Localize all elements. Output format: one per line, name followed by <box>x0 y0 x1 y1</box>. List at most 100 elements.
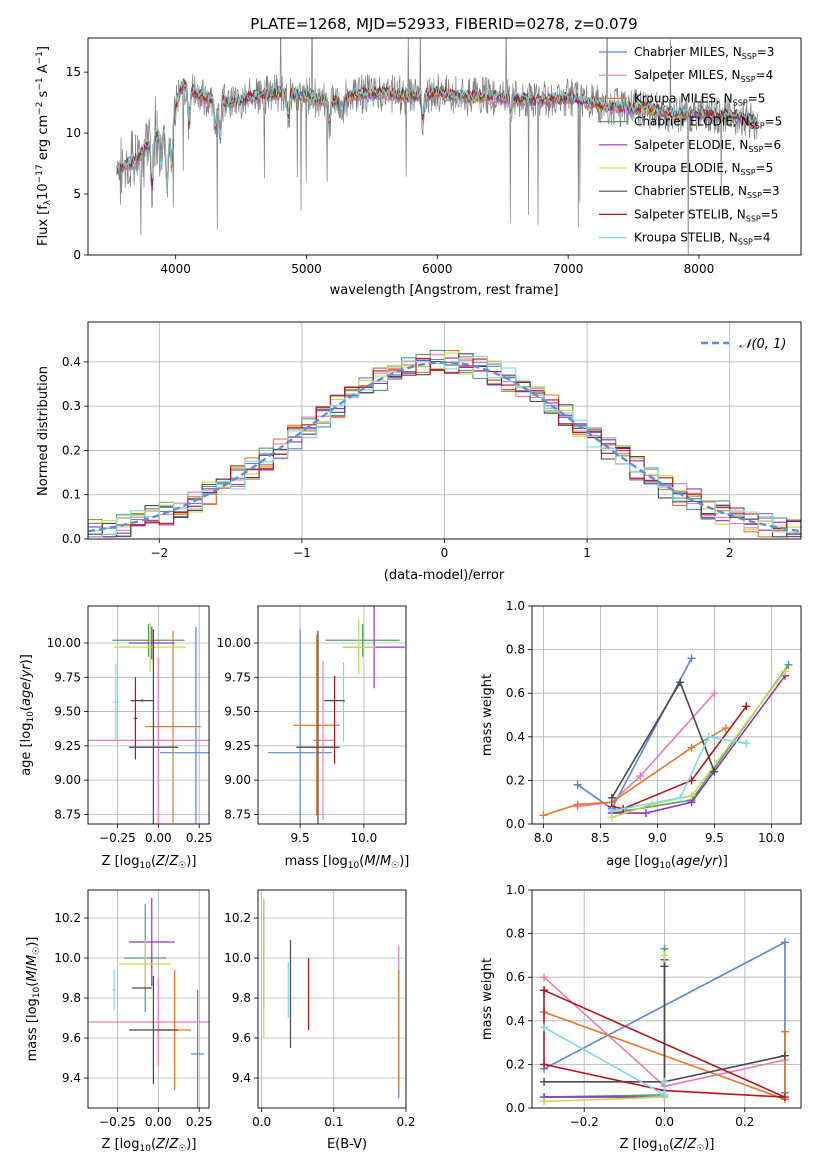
plus-marker <box>780 1027 789 1036</box>
y-tick-label: 1.0 <box>506 883 525 897</box>
weight-vs-z-ylabel: mass weight <box>480 958 495 1040</box>
x-tick-label: 10.0 <box>758 831 785 845</box>
y-tick-label: 8.75 <box>54 807 81 821</box>
legend-subscript: SSP <box>733 98 748 107</box>
y-tick-label: 10 <box>66 126 81 140</box>
y-tick-label: 9.25 <box>224 739 251 753</box>
y-tick-label: 0 <box>73 248 81 262</box>
plus-marker <box>710 689 719 698</box>
legend-value: =5 <box>748 91 766 105</box>
y-tick-label: 15 <box>66 65 81 79</box>
plus-marker <box>540 1023 549 1032</box>
plus-marker <box>687 654 696 663</box>
x-tick-label: 4000 <box>160 262 191 276</box>
legend-label: Salpeter ELODIE, NSSP=6 <box>634 138 781 154</box>
weight-vs-age-xlabel: age [log10(age/yr)] <box>606 854 728 871</box>
legend-label: Kroupa MILES, NSSP=5 <box>634 91 765 107</box>
plot-content <box>268 606 405 824</box>
mass-vs-ebv-panel: 0.0 0.1 0.2 9.4 9.6 9.8 10.0 10.2 <box>224 889 416 1129</box>
plus-marker <box>687 791 696 800</box>
weight-line <box>577 692 715 808</box>
x-tick-label: 0.00 <box>145 1115 172 1129</box>
y-tick-label: 9.8 <box>62 991 81 1005</box>
x-tick-label: 0.00 <box>145 831 172 845</box>
y-tick-label: 0.6 <box>506 686 525 700</box>
plot-content <box>539 654 793 822</box>
spectrum-title: PLATE=1268, MJD=52933, FIBERID=0278, z=0… <box>250 15 637 33</box>
x-tick-label: −0.25 <box>99 831 136 845</box>
age-vs-mass-panel: 9.5 10.0 8.75 9.00 9.25 9.50 9.75 10.00 <box>217 605 407 845</box>
x-tick-label: 0.1 <box>324 1115 343 1129</box>
spectrum-xlabel: wavelength [Angstrom, rest frame] <box>330 283 559 298</box>
axes-frame <box>531 889 802 1109</box>
plus-marker <box>660 1077 669 1086</box>
plus-marker <box>607 806 616 815</box>
x-tick-label: 8000 <box>684 262 715 276</box>
y-tick-label: 9.6 <box>232 1031 251 1045</box>
x-tick-label: 0.0 <box>655 1115 674 1129</box>
spectrum-legend: Chabrier MILES, NSSP=3 Salpeter MILES, NS… <box>599 45 782 247</box>
y-tick-label: 9.8 <box>232 991 251 1005</box>
model-spectrum <box>116 80 758 185</box>
weight-line <box>611 705 747 810</box>
axes: 8.0 8.5 9.0 9.5 10.0 0.0 0.2 0.4 0.6 0.8 1.0 <box>506 599 802 845</box>
plus-marker <box>721 724 730 733</box>
y-tick-label: 0.6 <box>506 970 525 984</box>
y-tick-label: 0.3 <box>62 399 81 413</box>
legend-subscript: SSP <box>750 122 765 131</box>
y-tick-label: 9.6 <box>62 1031 81 1045</box>
axes-frame <box>87 37 802 256</box>
weight-vs-age-ylabel: mass weight <box>480 674 495 756</box>
y-tick-label: 0.0 <box>506 817 525 831</box>
y-tick-label: 10.0 <box>224 951 251 965</box>
gaussian-legend-label: 𝒩(0, 1) <box>739 337 786 352</box>
y-tick-label: 10.00 <box>47 636 81 650</box>
model-spectrum <box>116 78 758 192</box>
plus-marker <box>687 743 696 752</box>
spectrum-panel: 4000 5000 6000 7000 8000 0 5 10 15 <box>66 37 802 276</box>
grid <box>88 890 209 1108</box>
plus-marker <box>539 811 548 820</box>
plus-marker <box>742 739 751 748</box>
residual-panel: −2 −1 0 1 2 0.0 0.1 0.2 0.3 0.4 <box>62 321 802 560</box>
axes-frame <box>87 889 210 1109</box>
x-tick-label: 0.2 <box>735 1115 754 1129</box>
grid <box>258 606 406 824</box>
y-tick-label: 0.0 <box>62 532 81 546</box>
legend-value: =4 <box>756 68 774 82</box>
y-tick-label: 9.50 <box>224 705 251 719</box>
legend-subscript: SSP <box>741 75 756 84</box>
weight-vs-z-panel: −0.2 0.0 0.2 0.0 0.2 0.4 0.6 0.8 1.0 <box>506 883 802 1129</box>
y-tick-label: 10.2 <box>224 911 251 925</box>
mass-vs-z-ylabel: mass [log10(M/M☉)] <box>25 937 42 1062</box>
y-tick-label: 9.75 <box>54 670 81 684</box>
axes-frame <box>257 889 407 1109</box>
legend-subscript: SSP <box>741 168 756 177</box>
residual-xlabel: (data-model)/error <box>384 568 505 583</box>
y-tick-label: 8.75 <box>224 807 251 821</box>
plus-marker <box>540 1060 549 1069</box>
legend-value: =4 <box>753 231 771 245</box>
grid <box>258 890 407 1108</box>
plus-marker <box>676 678 685 687</box>
plus-marker <box>780 1051 789 1060</box>
axes: −2 −1 0 1 2 0.0 0.1 0.2 0.3 0.4 <box>62 321 802 560</box>
y-tick-label: 0.1 <box>62 488 81 502</box>
y-tick-label: 5 <box>73 187 81 201</box>
mass-vs-z-xlabel: Z [log10(Z/Z☉)] <box>102 1137 197 1154</box>
plot-content <box>88 349 801 538</box>
legend-subscript: SSP <box>742 52 757 61</box>
legend-subscript: SSP <box>738 238 753 247</box>
age-vs-z-xlabel: Z [log10(Z/Z☉)] <box>102 854 197 871</box>
legend-label: Chabrier STELIB, NSSP=3 <box>634 184 780 200</box>
legend-label: Salpeter STELIB, NSSP=5 <box>634 207 778 223</box>
plus-marker <box>540 1077 549 1086</box>
plus-marker <box>540 973 549 982</box>
x-tick-label: 7000 <box>553 262 584 276</box>
x-tick-label: 0 <box>441 546 449 560</box>
grid <box>532 889 801 1109</box>
x-tick-label: 8.0 <box>534 831 553 845</box>
axes-frame <box>87 321 802 540</box>
plus-marker <box>676 793 685 802</box>
legend-subscript: SSP <box>747 191 762 200</box>
